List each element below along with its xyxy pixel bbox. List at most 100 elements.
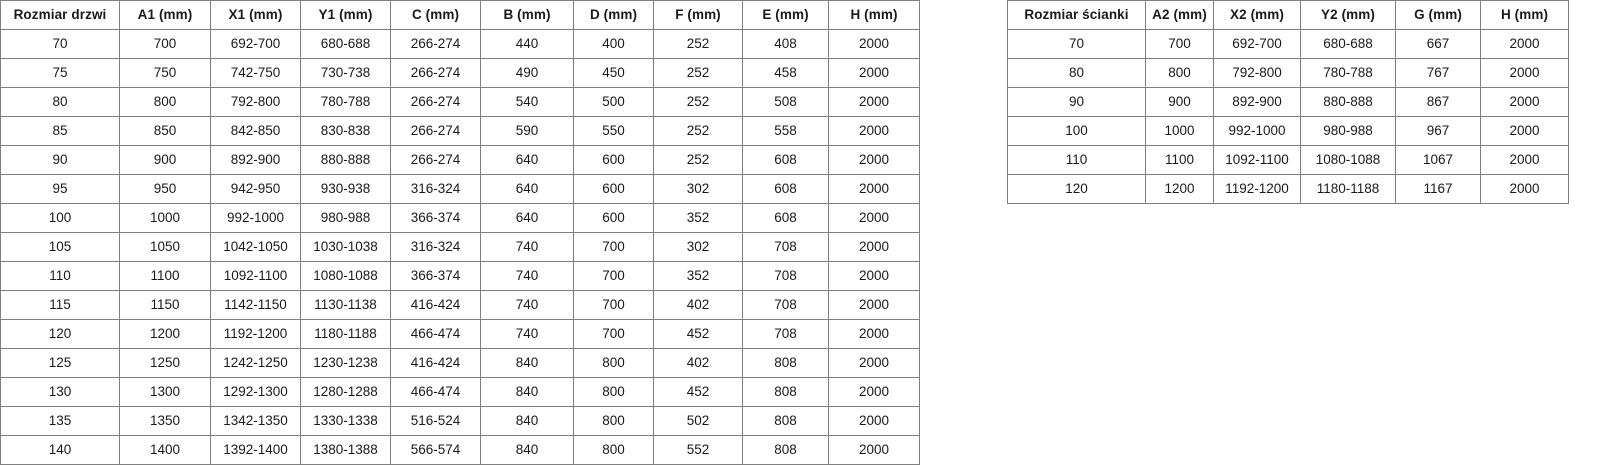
cell: 490 [480, 58, 574, 88]
cell: 880-888 [300, 145, 391, 175]
table-row: 90 900 892-900 880-888 266-274 640 600 2… [0, 145, 920, 175]
cell: 2000 [828, 290, 920, 320]
cell: 2000 [828, 377, 920, 407]
cell: 2000 [828, 232, 920, 262]
cell: 252 [653, 87, 743, 117]
cell: 708 [742, 319, 829, 349]
cell: 2000 [1480, 58, 1569, 88]
cell: 466-474 [390, 377, 481, 407]
cell: 110 [1007, 145, 1146, 175]
cell: 402 [653, 290, 743, 320]
cell: 316-324 [390, 232, 481, 262]
cell: 808 [742, 406, 829, 436]
cell: 95 [0, 174, 120, 204]
column-header-d: D (mm) [573, 0, 654, 30]
cell: 900 [119, 145, 211, 175]
cell: 667 [1395, 29, 1481, 59]
cell: 1000 [1145, 116, 1214, 146]
cell: 100 [0, 203, 120, 233]
cell: 466-474 [390, 319, 481, 349]
cell: 2000 [828, 203, 920, 233]
cell: 708 [742, 290, 829, 320]
cell: 105 [0, 232, 120, 262]
column-header-g: G (mm) [1395, 0, 1481, 30]
column-header-rozmiar-drzwi: Rozmiar drzwi [0, 0, 120, 30]
cell: 740 [480, 261, 574, 291]
table-row: 70 700 692-700 680-688 266-274 440 400 2… [0, 29, 920, 59]
cell: 400 [573, 29, 654, 59]
cell: 120 [0, 319, 120, 349]
cell: 840 [480, 377, 574, 407]
cell: 2000 [828, 145, 920, 175]
cell: 1080-1088 [300, 261, 391, 291]
cell: 266-274 [390, 58, 481, 88]
cell: 1067 [1395, 145, 1481, 175]
cell: 792-800 [210, 87, 301, 117]
cell: 950 [119, 174, 211, 204]
cell: 808 [742, 377, 829, 407]
cell: 1150 [119, 290, 211, 320]
cell: 1380-1388 [300, 435, 391, 465]
cell: 90 [1007, 87, 1146, 117]
cell: 125 [0, 348, 120, 378]
cell: 110 [0, 261, 120, 291]
cell: 516-524 [390, 406, 481, 436]
cell: 842-850 [210, 116, 301, 146]
cell: 2000 [1480, 116, 1569, 146]
door-table-body: 70 700 692-700 680-688 266-274 440 400 2… [0, 29, 920, 465]
cell: 600 [573, 203, 654, 233]
cell: 608 [742, 145, 829, 175]
column-header-f: F (mm) [653, 0, 743, 30]
cell: 892-900 [210, 145, 301, 175]
table-row: 140 1400 1392-1400 1380-1388 566-574 840… [0, 435, 920, 465]
table-row: 110 1100 1092-1100 1080-1088 366-374 740… [0, 261, 920, 291]
table-header-row: Rozmiar ścianki A2 (mm) X2 (mm) Y2 (mm) … [1007, 0, 1569, 30]
cell: 416-424 [390, 348, 481, 378]
cell: 366-374 [390, 203, 481, 233]
cell: 1400 [119, 435, 211, 465]
cell: 540 [480, 87, 574, 117]
wall-table-body: 70 700 692-700 680-688 667 2000 80 800 7… [1007, 29, 1569, 204]
cell: 2000 [828, 29, 920, 59]
cell: 708 [742, 261, 829, 291]
cell: 1092-1100 [1213, 145, 1301, 175]
cell: 302 [653, 174, 743, 204]
cell: 980-988 [1300, 116, 1396, 146]
cell: 402 [653, 348, 743, 378]
cell: 700 [573, 290, 654, 320]
table-row: 100 1000 992-1000 980-988 967 2000 [1007, 116, 1569, 146]
cell: 1200 [1145, 174, 1214, 204]
cell: 2000 [828, 174, 920, 204]
cell: 2000 [828, 116, 920, 146]
cell: 700 [119, 29, 211, 59]
cell: 2000 [828, 435, 920, 465]
cell: 266-274 [390, 87, 481, 117]
cell: 2000 [828, 87, 920, 117]
cell: 508 [742, 87, 829, 117]
cell: 850 [119, 116, 211, 146]
cell: 1100 [1145, 145, 1214, 175]
cell: 90 [0, 145, 120, 175]
table-row: 120 1200 1192-1200 1180-1188 466-474 740… [0, 319, 920, 349]
column-header-b: B (mm) [480, 0, 574, 30]
table-row: 70 700 692-700 680-688 667 2000 [1007, 29, 1569, 59]
cell: 992-1000 [210, 203, 301, 233]
cell: 252 [653, 145, 743, 175]
cell: 1300 [119, 377, 211, 407]
cell: 1192-1200 [210, 319, 301, 349]
cell: 1200 [119, 319, 211, 349]
cell: 600 [573, 145, 654, 175]
cell: 808 [742, 435, 829, 465]
cell: 608 [742, 203, 829, 233]
table-header-row: Rozmiar drzwi A1 (mm) X1 (mm) Y1 (mm) C … [0, 0, 920, 30]
column-header-a2: A2 (mm) [1145, 0, 1214, 30]
cell: 742-750 [210, 58, 301, 88]
column-header-e: E (mm) [742, 0, 829, 30]
cell: 600 [573, 174, 654, 204]
cell: 140 [0, 435, 120, 465]
cell: 1392-1400 [210, 435, 301, 465]
cell: 640 [480, 174, 574, 204]
cell: 680-688 [1300, 29, 1396, 59]
cell: 1280-1288 [300, 377, 391, 407]
column-header-a1: A1 (mm) [119, 0, 211, 30]
